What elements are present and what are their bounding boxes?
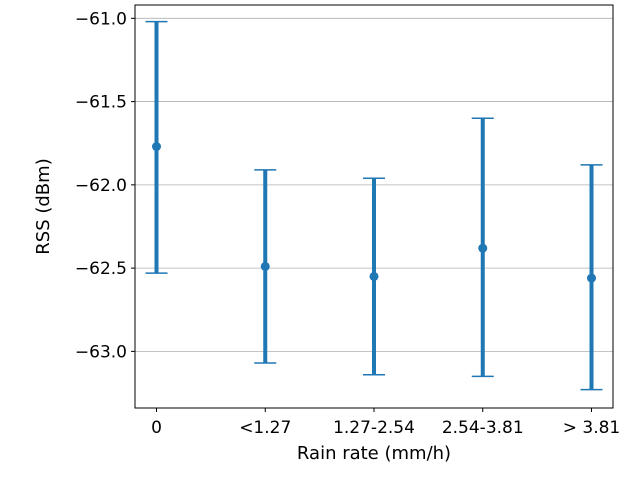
x-tick-label: 1.27-2.54	[333, 418, 415, 438]
x-tick-label: 2.54-3.81	[442, 418, 524, 438]
data-point	[152, 142, 161, 152]
data-point	[369, 271, 379, 281]
data-points	[152, 142, 596, 283]
x-tick-label: <1.27	[239, 418, 291, 438]
y-axis-label: RSS (dBm)	[33, 158, 54, 254]
y-axis-ticks: −61.0 −61.5 −62.0 −62.5 −63.0	[75, 9, 135, 362]
x-axis-ticks: 0 <1.27 1.27-2.54 2.54-3.81 > 3.81	[151, 408, 620, 438]
x-tick-label: > 3.81	[563, 418, 621, 438]
x-axis-label: Rain rate (mm/h)	[297, 443, 451, 464]
y-tick-label: −61.5	[75, 93, 127, 113]
x-tick-label: 0	[151, 418, 162, 438]
y-tick-label: −62.5	[75, 259, 127, 279]
y-tick-label: −61.0	[75, 9, 127, 29]
y-tick-label: −62.0	[75, 176, 127, 196]
data-point	[587, 273, 596, 283]
y-tick-label: −63.0	[75, 342, 127, 362]
data-point	[260, 261, 270, 271]
error-bars	[145, 20, 603, 391]
data-point	[478, 243, 488, 253]
